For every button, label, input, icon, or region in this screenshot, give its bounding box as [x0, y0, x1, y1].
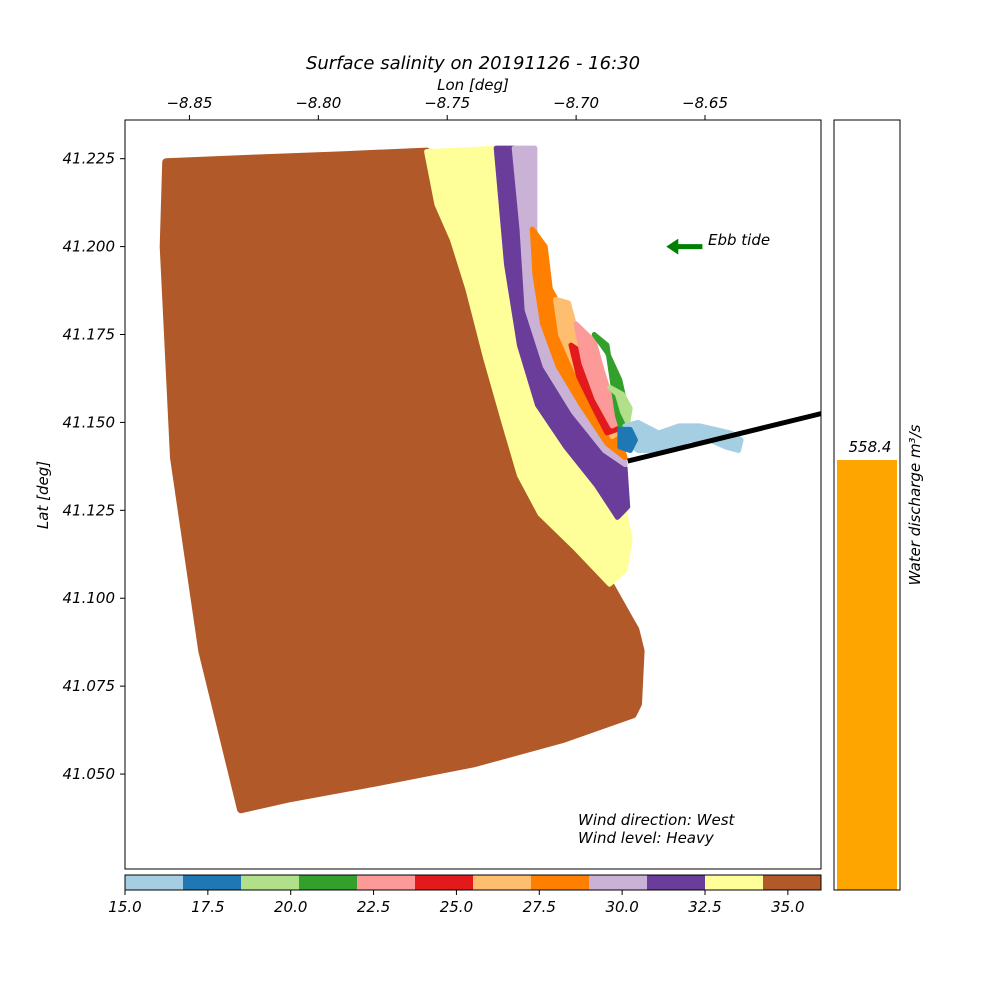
colorbar-tick-label: 35.0 [771, 898, 804, 916]
tide-label: Ebb tide [708, 231, 770, 249]
colorbar-segment [241, 875, 300, 890]
salinity-colorbar [125, 875, 822, 890]
y-tick-label: 41.100 [63, 589, 116, 607]
x-axis-label: Lon [deg] [437, 76, 509, 94]
chart-title: Surface salinity on 20191126 - 16:30 [306, 53, 640, 74]
colorbar-segment [299, 875, 358, 890]
y-tick-label: 41.050 [63, 765, 116, 783]
y-axis-label: Lat [deg] [34, 461, 52, 529]
colorbar-tick-label: 22.5 [357, 898, 390, 916]
colorbar-tick-label: 32.5 [688, 898, 721, 916]
annotations-layer [627, 238, 822, 464]
discharge-axis-label: Water discharge m³/s [906, 424, 924, 585]
colorbar-tick-label: 15.0 [108, 898, 141, 916]
colorbar-tick-label: 17.5 [191, 898, 224, 916]
salinity-map [159, 145, 744, 814]
colorbar-segment [589, 875, 648, 890]
y-tick-label: 41.225 [63, 150, 116, 168]
y-tick-label: 41.200 [63, 238, 116, 256]
x-axis-ticks: −8.85 −8.80 −8.75 −8.70 −8.65 [166, 94, 728, 120]
wind-direction-line [627, 411, 822, 464]
discharge-axis-label-text: Water discharge m³/s [906, 424, 924, 585]
discharge-value-label: 558.4 [849, 438, 892, 456]
colorbar-segment [763, 875, 822, 890]
colorbar-tick-label: 20.0 [274, 898, 307, 916]
plume-band-10 [617, 426, 638, 453]
colorbar-segment [183, 875, 242, 890]
plume-band-8 [607, 384, 633, 425]
y-axis-ticks: 41.050 41.075 41.100 41.125 41.150 41.175 41.2… [63, 150, 125, 783]
x-tick-label: −8.75 [424, 94, 470, 112]
y-tick-label: 41.175 [63, 326, 116, 344]
wind-direction-annotation: Wind direction: West [578, 811, 736, 829]
colorbar-segment [415, 875, 474, 890]
colorbar-segment [531, 875, 590, 890]
y-tick-label: 41.150 [63, 413, 116, 431]
colorbar-frame [124, 874, 822, 891]
x-tick-label: −8.85 [166, 94, 212, 112]
colorbar-tick-label: 25.0 [440, 898, 473, 916]
plume-band-9 [622, 419, 744, 453]
colorbar-segment [357, 875, 416, 890]
discharge-bar [837, 460, 897, 890]
colorbar-tick-label: 30.0 [605, 898, 638, 916]
y-tick-label: 41.075 [63, 677, 116, 695]
x-tick-label: −8.65 [682, 94, 728, 112]
colorbar-tick-label: 27.5 [523, 898, 556, 916]
discharge-axes-frame [833, 119, 901, 891]
wind-level-annotation: Wind level: Heavy [578, 829, 715, 847]
colorbar-segment [125, 875, 184, 890]
colorbar-segment [705, 875, 764, 890]
colorbar-segment [647, 875, 706, 890]
colorbar-ticks: 15.0 17.5 20.0 22.5 25.0 27.5 30.0 32.5 35.0 [108, 890, 805, 916]
colorbar-segment [473, 875, 532, 890]
y-tick-label: 41.125 [63, 501, 116, 519]
map-axes-frame [124, 119, 822, 870]
tide-arrow [666, 238, 703, 255]
x-tick-label: −8.70 [553, 94, 599, 112]
x-tick-label: −8.80 [295, 94, 341, 112]
discharge-bar-panel [837, 460, 897, 890]
